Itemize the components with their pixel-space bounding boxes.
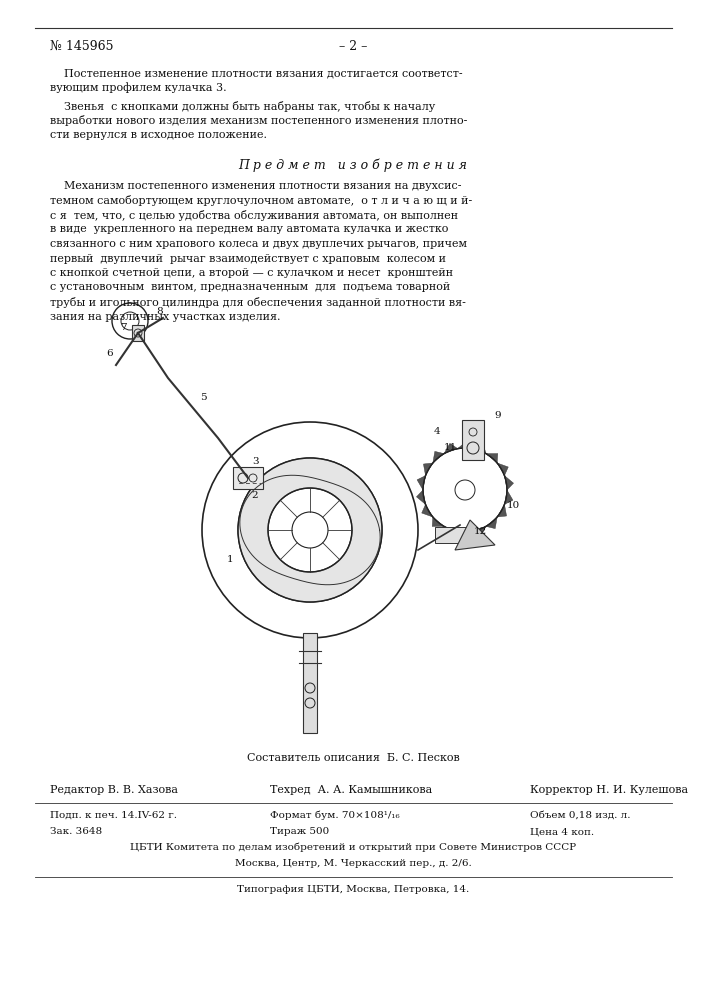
- Polygon shape: [472, 526, 486, 537]
- Text: 9: 9: [495, 410, 501, 420]
- Text: 4: 4: [433, 428, 440, 436]
- Text: 11: 11: [443, 444, 457, 452]
- Text: 6: 6: [107, 349, 113, 358]
- Text: 7: 7: [119, 324, 127, 332]
- Text: первый  двуплечий  рычаг взаимодействует с храповым  колесом и: первый двуплечий рычаг взаимодействует с…: [50, 253, 446, 263]
- Text: 1: 1: [227, 556, 233, 564]
- Polygon shape: [444, 526, 457, 535]
- Bar: [132, 325, 144, 341]
- Polygon shape: [433, 451, 444, 463]
- Text: 12: 12: [474, 528, 486, 536]
- Polygon shape: [497, 463, 508, 476]
- Bar: [233, 467, 263, 489]
- Polygon shape: [444, 443, 457, 454]
- Text: зания на различных участках изделия.: зания на различных участках изделия.: [50, 312, 281, 322]
- Text: выработки нового изделия механизм постепенного изменения плотно-: выработки нового изделия механизм постеп…: [50, 115, 467, 126]
- Text: Зак. 3648: Зак. 3648: [50, 827, 102, 836]
- Bar: [462, 420, 484, 460]
- Polygon shape: [432, 517, 444, 526]
- Polygon shape: [416, 490, 426, 504]
- Polygon shape: [505, 490, 513, 504]
- Text: Редактор В. В. Хазова: Редактор В. В. Хазова: [50, 785, 178, 795]
- Polygon shape: [422, 504, 433, 517]
- Polygon shape: [486, 517, 497, 529]
- Text: связанного с ним храпового колеса и двух двуплечих рычагов, причем: связанного с ним храпового колеса и двух…: [50, 239, 467, 249]
- Text: П р е д м е т   и з о б р е т е н и я: П р е д м е т и з о б р е т е н и я: [238, 158, 467, 172]
- Wedge shape: [238, 458, 382, 602]
- Text: Объем 0,18 изд. л.: Объем 0,18 изд. л.: [530, 811, 631, 820]
- Text: Механизм постепенного изменения плотности вязания на двухсис-: Механизм постепенного изменения плотност…: [50, 181, 462, 191]
- Text: Подп. к печ. 14.IV-62 г.: Подп. к печ. 14.IV-62 г.: [50, 811, 177, 820]
- Text: с кнопкой счетной цепи, а второй — с кулачком и несет  кронштейн: с кнопкой счетной цепи, а второй — с кул…: [50, 268, 453, 278]
- Polygon shape: [486, 454, 498, 463]
- Polygon shape: [505, 476, 513, 490]
- Text: Звенья  с кнопками должны быть набраны так, чтобы к началу: Звенья с кнопками должны быть набраны та…: [50, 101, 436, 112]
- Bar: [303, 633, 317, 733]
- Text: с я  тем, что, с целью удобства обслуживания автомата, он выполнен: с я тем, что, с целью удобства обслужива…: [50, 210, 458, 221]
- Text: темном самобортующем круглочулочном автомате,  о т л и ч а ю щ и й-: темном самобортующем круглочулочном авто…: [50, 196, 472, 207]
- Text: 3: 3: [252, 458, 259, 466]
- Text: вующим профилем кулачка 3.: вующим профилем кулачка 3.: [50, 83, 227, 93]
- Text: 10: 10: [506, 500, 520, 510]
- Text: 8: 8: [157, 306, 163, 316]
- Text: сти вернулся в исходное положение.: сти вернулся в исходное положение.: [50, 130, 267, 140]
- Text: Составитель описания  Б. С. Песков: Составитель описания Б. С. Песков: [247, 753, 460, 763]
- Polygon shape: [417, 476, 426, 490]
- Text: Москва, Центр, М. Черкасский пер., д. 2/6.: Москва, Центр, М. Черкасский пер., д. 2/…: [235, 859, 472, 868]
- Polygon shape: [457, 531, 472, 539]
- Text: Типография ЦБТИ, Москва, Петровка, 14.: Типография ЦБТИ, Москва, Петровка, 14.: [237, 885, 469, 894]
- Polygon shape: [423, 463, 433, 476]
- Polygon shape: [455, 520, 495, 550]
- Text: Корректор Н. И. Кулешова: Корректор Н. И. Кулешова: [530, 785, 688, 795]
- Text: с установочным  винтом, предназначенным  для  подъема товарной: с установочным винтом, предназначенным д…: [50, 282, 450, 292]
- Text: в виде  укрепленного на переднем валу автомата кулачка и жестко: в виде укрепленного на переднем валу авт…: [50, 225, 448, 234]
- Text: 2: 2: [252, 490, 258, 499]
- Polygon shape: [497, 504, 506, 517]
- Text: Цена 4 коп.: Цена 4 коп.: [530, 827, 594, 836]
- Polygon shape: [472, 445, 486, 454]
- Text: – 2 –: – 2 –: [339, 40, 367, 53]
- Text: ЦБТИ Комитета по делам изобретений и открытий при Совете Министров СССР: ЦБТИ Комитета по делам изобретений и отк…: [130, 843, 576, 852]
- Text: Формат бум. 70×108¹/₁₆: Формат бум. 70×108¹/₁₆: [270, 811, 399, 820]
- Polygon shape: [457, 441, 472, 449]
- Text: Тираж 500: Тираж 500: [270, 827, 329, 836]
- Text: № 145965: № 145965: [50, 40, 114, 53]
- Text: Постепенное изменение плотности вязания достигается соответст-: Постепенное изменение плотности вязания …: [50, 68, 462, 78]
- Text: Техред  А. А. Камышникова: Техред А. А. Камышникова: [270, 785, 432, 795]
- Bar: [435, 527, 475, 543]
- Text: трубы и игольного цилиндра для обеспечения заданной плотности вя-: трубы и игольного цилиндра для обеспечен…: [50, 297, 466, 308]
- Text: 5: 5: [199, 393, 206, 402]
